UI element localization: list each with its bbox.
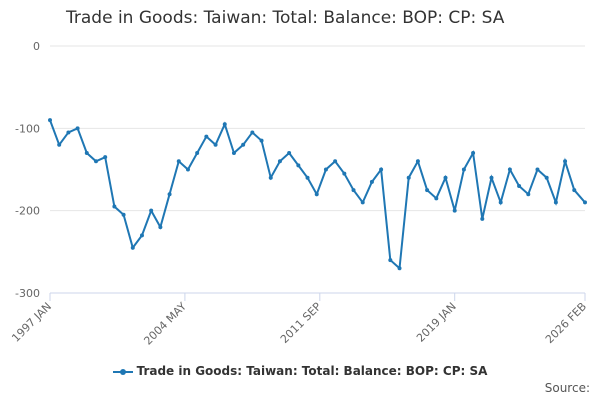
- data-point: [185, 167, 190, 172]
- data-point: [268, 175, 273, 180]
- data-point: [498, 200, 503, 205]
- data-point: [130, 245, 135, 250]
- data-point: [452, 208, 457, 213]
- data-point: [241, 142, 246, 147]
- data-point: [48, 118, 52, 123]
- data-point: [167, 192, 172, 197]
- data-point: [406, 175, 411, 180]
- x-tick-label: 1997 JAN: [9, 300, 54, 345]
- legend-swatch: [112, 366, 133, 378]
- data-point: [158, 225, 163, 230]
- data-point: [443, 175, 448, 180]
- data-point: [84, 151, 89, 156]
- x-tick-label: 2019 JAN: [414, 300, 459, 345]
- data-point: [213, 142, 218, 147]
- x-tick-label: 2004 MAY: [141, 300, 189, 348]
- data-point: [149, 208, 154, 213]
- data-point: [66, 130, 71, 135]
- data-point: [231, 151, 236, 156]
- data-point: [305, 175, 310, 180]
- data-point: [526, 192, 531, 197]
- data-point: [259, 138, 264, 143]
- data-point: [204, 134, 209, 139]
- data-point: [139, 233, 144, 238]
- data-point: [535, 167, 540, 172]
- data-point: [250, 130, 255, 135]
- y-tick-label: -100: [15, 122, 40, 135]
- x-tick-label: 2026 FEB: [543, 300, 589, 346]
- legend[interactable]: Trade in Goods: Taiwan: Total: Balance: …: [0, 364, 600, 378]
- data-point: [93, 159, 98, 164]
- data-point: [471, 151, 476, 156]
- x-tick-label: 2011 SEP: [278, 300, 324, 346]
- data-point: [57, 142, 62, 147]
- data-point: [434, 196, 439, 201]
- data-point: [277, 159, 282, 164]
- data-point: [461, 167, 466, 172]
- data-point: [583, 200, 587, 205]
- data-point: [425, 188, 430, 193]
- data-point: [176, 159, 181, 164]
- data-point: [489, 175, 494, 180]
- data-point: [342, 171, 347, 176]
- data-point: [507, 167, 512, 172]
- data-point: [103, 155, 108, 160]
- data-point: [415, 159, 420, 164]
- data-point: [75, 126, 80, 131]
- data-point: [314, 192, 319, 197]
- data-point: [222, 122, 227, 127]
- data-point: [121, 212, 126, 217]
- y-tick-label: -200: [15, 205, 40, 218]
- data-point: [544, 175, 549, 180]
- data-point: [323, 167, 328, 172]
- data-point: [360, 200, 365, 205]
- data-point: [553, 200, 558, 205]
- data-point: [517, 183, 522, 188]
- data-point: [480, 216, 485, 221]
- data-point: [333, 159, 338, 164]
- data-point: [563, 159, 568, 164]
- source-label: Source:: [544, 381, 590, 395]
- data-point: [388, 258, 393, 263]
- data-point: [351, 188, 356, 193]
- data-point: [397, 266, 402, 271]
- chart-title: Trade in Goods: Taiwan: Total: Balance: …: [66, 8, 505, 28]
- data-point: [287, 151, 292, 156]
- legend-label: Trade in Goods: Taiwan: Total: Balance: …: [136, 364, 488, 378]
- data-point: [379, 167, 384, 172]
- data-point: [369, 179, 374, 184]
- data-point: [112, 204, 117, 209]
- data-point: [296, 163, 301, 168]
- data-point: [572, 188, 577, 193]
- y-tick-label: -300: [15, 287, 40, 300]
- data-point: [195, 151, 200, 156]
- y-tick-label: 0: [33, 40, 40, 53]
